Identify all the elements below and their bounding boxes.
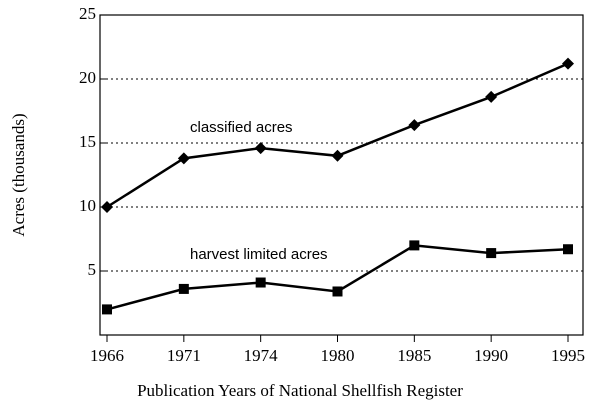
- marker: [254, 142, 267, 155]
- marker: [563, 244, 573, 255]
- x-tick-label: 1995: [551, 346, 585, 365]
- y-axis-label: Acres (thousands): [9, 113, 28, 236]
- marker: [408, 119, 421, 132]
- y-tick-label: 20: [79, 68, 96, 87]
- x-axis-label: Publication Years of National Shellfish …: [137, 381, 463, 400]
- y-tick-label: 10: [79, 196, 96, 215]
- marker: [332, 286, 343, 297]
- x-tick-label: 1990: [474, 346, 508, 365]
- series-line: [106, 244, 569, 311]
- x-tick-label: 1985: [397, 346, 431, 365]
- marker: [178, 283, 189, 294]
- series-label: classified acres: [190, 119, 293, 136]
- marker: [331, 149, 344, 162]
- x-tick-label: 1966: [90, 346, 124, 365]
- marker: [255, 277, 266, 288]
- marker: [409, 240, 420, 251]
- x-tick-label: 1980: [321, 346, 355, 365]
- y-tick-label: 5: [88, 260, 97, 279]
- y-tick-label: 25: [79, 4, 96, 23]
- series-line: [106, 62, 569, 209]
- x-tick-label: 1971: [167, 346, 201, 365]
- series-label: harvest limited acres: [190, 246, 328, 263]
- marker: [102, 304, 112, 315]
- x-tick-label: 1974: [244, 346, 279, 365]
- marker: [177, 152, 190, 165]
- marker: [485, 90, 498, 103]
- marker: [562, 57, 574, 70]
- marker: [486, 248, 497, 259]
- plot-frame: [99, 14, 584, 336]
- y-tick-label: 15: [79, 132, 96, 151]
- marker: [101, 201, 113, 213]
